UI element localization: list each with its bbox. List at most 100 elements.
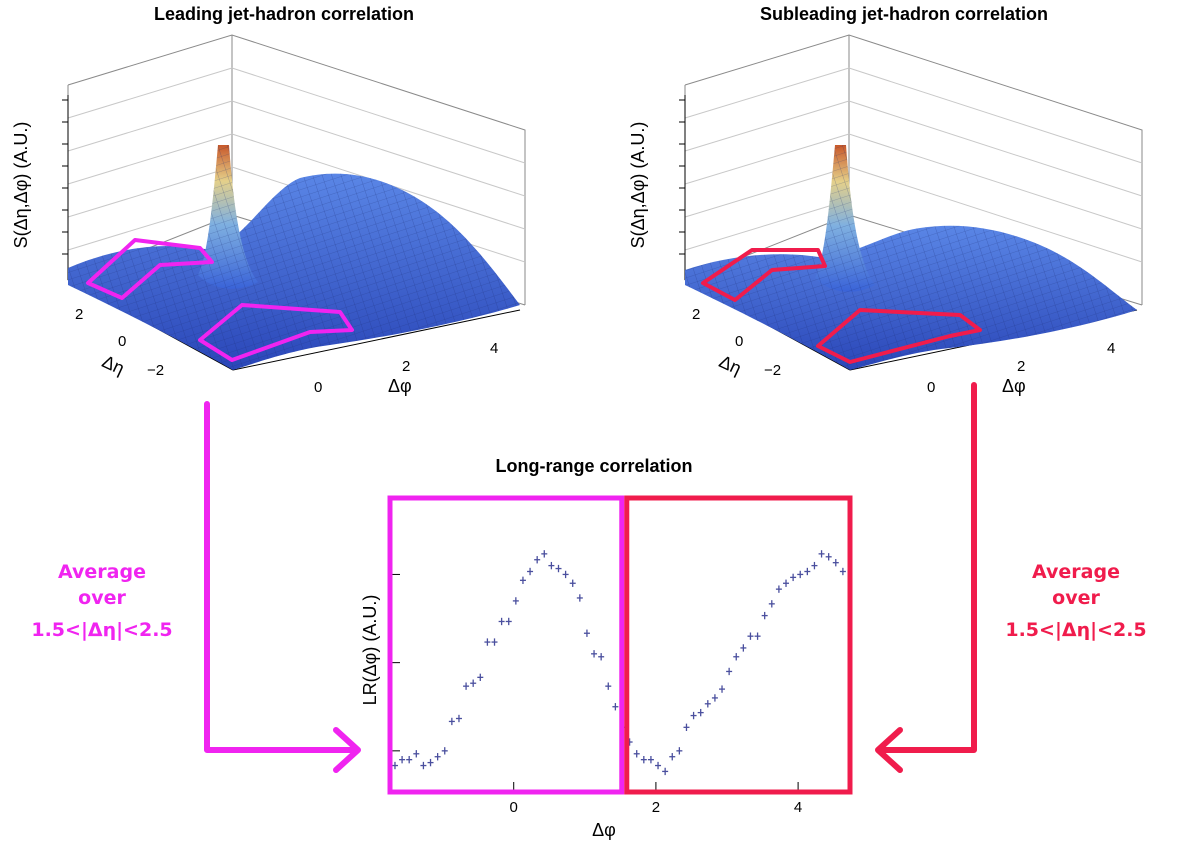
subleading-title: Subleading jet-hadron correlation — [760, 4, 1048, 24]
leading-zlabel: S(Δη,Δφ) (A.U.) — [11, 122, 31, 249]
subleading-xt-0: 0 — [927, 379, 935, 396]
lr-data-point — [818, 550, 825, 558]
lr-points — [391, 550, 846, 776]
subleading-xt-1: 2 — [1017, 358, 1025, 375]
lr-data-point — [477, 673, 484, 682]
lr-near-side-box — [387, 495, 625, 795]
lr-xtick-label-2: 4 — [794, 799, 802, 816]
subleading-xlabel: Δφ — [1002, 376, 1026, 396]
lr-data-point — [640, 755, 647, 764]
lr-data-point — [541, 550, 548, 558]
right-arrow-head — [875, 727, 903, 773]
lr-data-point — [768, 600, 775, 608]
lr-data-point — [761, 611, 768, 620]
leading-xt-0: 0 — [314, 379, 322, 396]
right-annotation-line-3: 1.5<|Δη|<2.5 — [1005, 619, 1146, 641]
lr-data-point — [804, 567, 811, 576]
lr-data-point — [491, 638, 498, 646]
right-annotation-line-2: over — [1052, 587, 1100, 609]
subleading-ylabel: Δη — [716, 351, 744, 378]
subleading-xt-2: 4 — [1107, 340, 1115, 357]
right-arrow-line — [877, 382, 977, 753]
lr-data-point — [790, 573, 797, 582]
subleading-yt-1: 0 — [735, 333, 743, 350]
lr-xlabel: Δφ — [592, 820, 616, 840]
lr-data-point — [591, 650, 598, 658]
lr-data-point — [399, 755, 406, 764]
lr-ylabel: LR(Δφ) (A.U.) — [360, 595, 380, 706]
leading-title: Leading jet-hadron correlation — [154, 4, 414, 24]
leading-surface-panel: Leading jet-hadron correlation — [11, 4, 526, 396]
lr-data-point — [633, 750, 640, 758]
left-arrow-head — [333, 727, 361, 773]
lr-data-point — [569, 579, 576, 587]
lr-data-point — [463, 682, 470, 690]
lr-data-point — [598, 653, 605, 661]
subleading-highlight-regions — [701, 248, 982, 364]
subleading-zlabel: S(Δη,Δφ) (A.U.) — [628, 122, 648, 249]
right-annotation: Average over 1.5<|Δη|<2.5 — [1005, 561, 1146, 641]
left-annotation: Average over 1.5<|Δη|<2.5 — [31, 561, 172, 641]
leading-region-negative-eta — [198, 303, 354, 362]
long-range-panel: Long-range correlation Δφ LR(Δφ) (A.U.) … — [360, 456, 853, 840]
lr-data-point — [512, 597, 519, 605]
lr-data-point — [612, 703, 619, 711]
lr-data-point — [527, 567, 534, 576]
subleading-surface — [685, 145, 1137, 370]
lr-away-side-box — [624, 495, 853, 795]
lr-data-point — [498, 617, 505, 626]
lr-data-point — [811, 561, 818, 570]
lr-data-point — [555, 564, 562, 573]
lr-data-point — [690, 711, 697, 720]
lr-data-point — [519, 576, 526, 584]
lr-data-point — [427, 758, 434, 767]
lr-data-point — [583, 629, 590, 637]
leading-surface — [68, 145, 520, 370]
lr-data-point — [484, 638, 491, 646]
right-arrow — [875, 382, 977, 773]
lr-data-point — [719, 685, 726, 693]
lr-data-point — [448, 717, 455, 726]
leading-xlabel: Δφ — [388, 376, 412, 396]
lr-data-point — [825, 553, 832, 561]
right-annotation-line-1: Average — [1032, 561, 1120, 583]
lr-data-point — [676, 747, 683, 755]
leading-region-positive-eta — [86, 238, 214, 300]
lr-data-point — [413, 750, 420, 758]
lr-data-point — [726, 667, 733, 676]
lr-data-point — [683, 723, 690, 731]
lr-data-point — [839, 567, 846, 576]
lr-data-point — [797, 570, 804, 579]
left-arrow-line — [204, 401, 359, 753]
left-annotation-line-1: Average — [58, 561, 146, 583]
lr-data-point — [783, 579, 790, 587]
lr-data-point — [605, 682, 612, 690]
lr-data-point — [775, 585, 782, 593]
lr-xtick-label-1: 2 — [652, 799, 660, 816]
leading-yt-1: 0 — [118, 333, 126, 350]
subleading-region-positive-eta — [701, 248, 827, 302]
lr-data-point — [441, 747, 448, 755]
lr-data-point — [420, 761, 427, 770]
lr-data-point — [697, 708, 704, 717]
lr-data-point — [505, 617, 512, 626]
leading-xt-1: 2 — [402, 358, 410, 375]
lr-data-point — [548, 561, 555, 570]
lr-data-point — [655, 761, 662, 770]
lr-data-point — [562, 570, 569, 579]
lr-data-point — [704, 700, 711, 708]
leading-yt-2: −2 — [147, 362, 164, 379]
lr-data-point — [406, 755, 413, 764]
subleading-yt-0: 2 — [692, 306, 700, 323]
lr-data-point — [832, 559, 839, 567]
subleading-surface-panel: Subleading jet-hadron correlation — [628, 4, 1143, 396]
lr-title: Long-range correlation — [495, 456, 692, 476]
lr-data-point — [733, 653, 740, 661]
left-arrow — [204, 401, 361, 773]
left-annotation-line-3: 1.5<|Δη|<2.5 — [31, 619, 172, 641]
lr-data-point — [534, 556, 541, 564]
lr-data-point — [455, 714, 462, 723]
lr-ticks: 0 2 4 — [390, 573, 802, 816]
lr-data-point — [711, 694, 718, 702]
lr-data-point — [647, 755, 654, 764]
